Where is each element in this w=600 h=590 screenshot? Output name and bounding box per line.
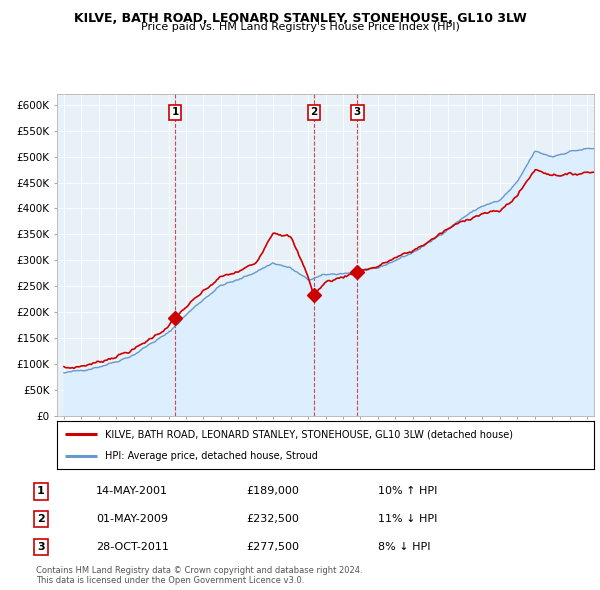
Text: 1: 1 [172, 107, 179, 117]
Text: 1: 1 [37, 487, 44, 496]
Text: Contains HM Land Registry data © Crown copyright and database right 2024.
This d: Contains HM Land Registry data © Crown c… [36, 566, 362, 585]
Text: KILVE, BATH ROAD, LEONARD STANLEY, STONEHOUSE, GL10 3LW: KILVE, BATH ROAD, LEONARD STANLEY, STONE… [74, 12, 526, 25]
Text: KILVE, BATH ROAD, LEONARD STANLEY, STONEHOUSE, GL10 3LW (detached house): KILVE, BATH ROAD, LEONARD STANLEY, STONE… [106, 429, 514, 439]
Text: 11% ↓ HPI: 11% ↓ HPI [378, 514, 437, 524]
Text: £189,000: £189,000 [246, 487, 299, 496]
Text: Price paid vs. HM Land Registry's House Price Index (HPI): Price paid vs. HM Land Registry's House … [140, 22, 460, 32]
Text: HPI: Average price, detached house, Stroud: HPI: Average price, detached house, Stro… [106, 451, 318, 461]
Text: £232,500: £232,500 [246, 514, 299, 524]
Text: 3: 3 [37, 542, 44, 552]
Text: £277,500: £277,500 [246, 542, 299, 552]
Text: 01-MAY-2009: 01-MAY-2009 [96, 514, 168, 524]
Text: 2: 2 [310, 107, 317, 117]
Text: 3: 3 [354, 107, 361, 117]
Text: 8% ↓ HPI: 8% ↓ HPI [378, 542, 431, 552]
Text: 28-OCT-2011: 28-OCT-2011 [96, 542, 169, 552]
Text: 2: 2 [37, 514, 44, 524]
Text: 10% ↑ HPI: 10% ↑ HPI [378, 487, 437, 496]
Text: 14-MAY-2001: 14-MAY-2001 [96, 487, 168, 496]
